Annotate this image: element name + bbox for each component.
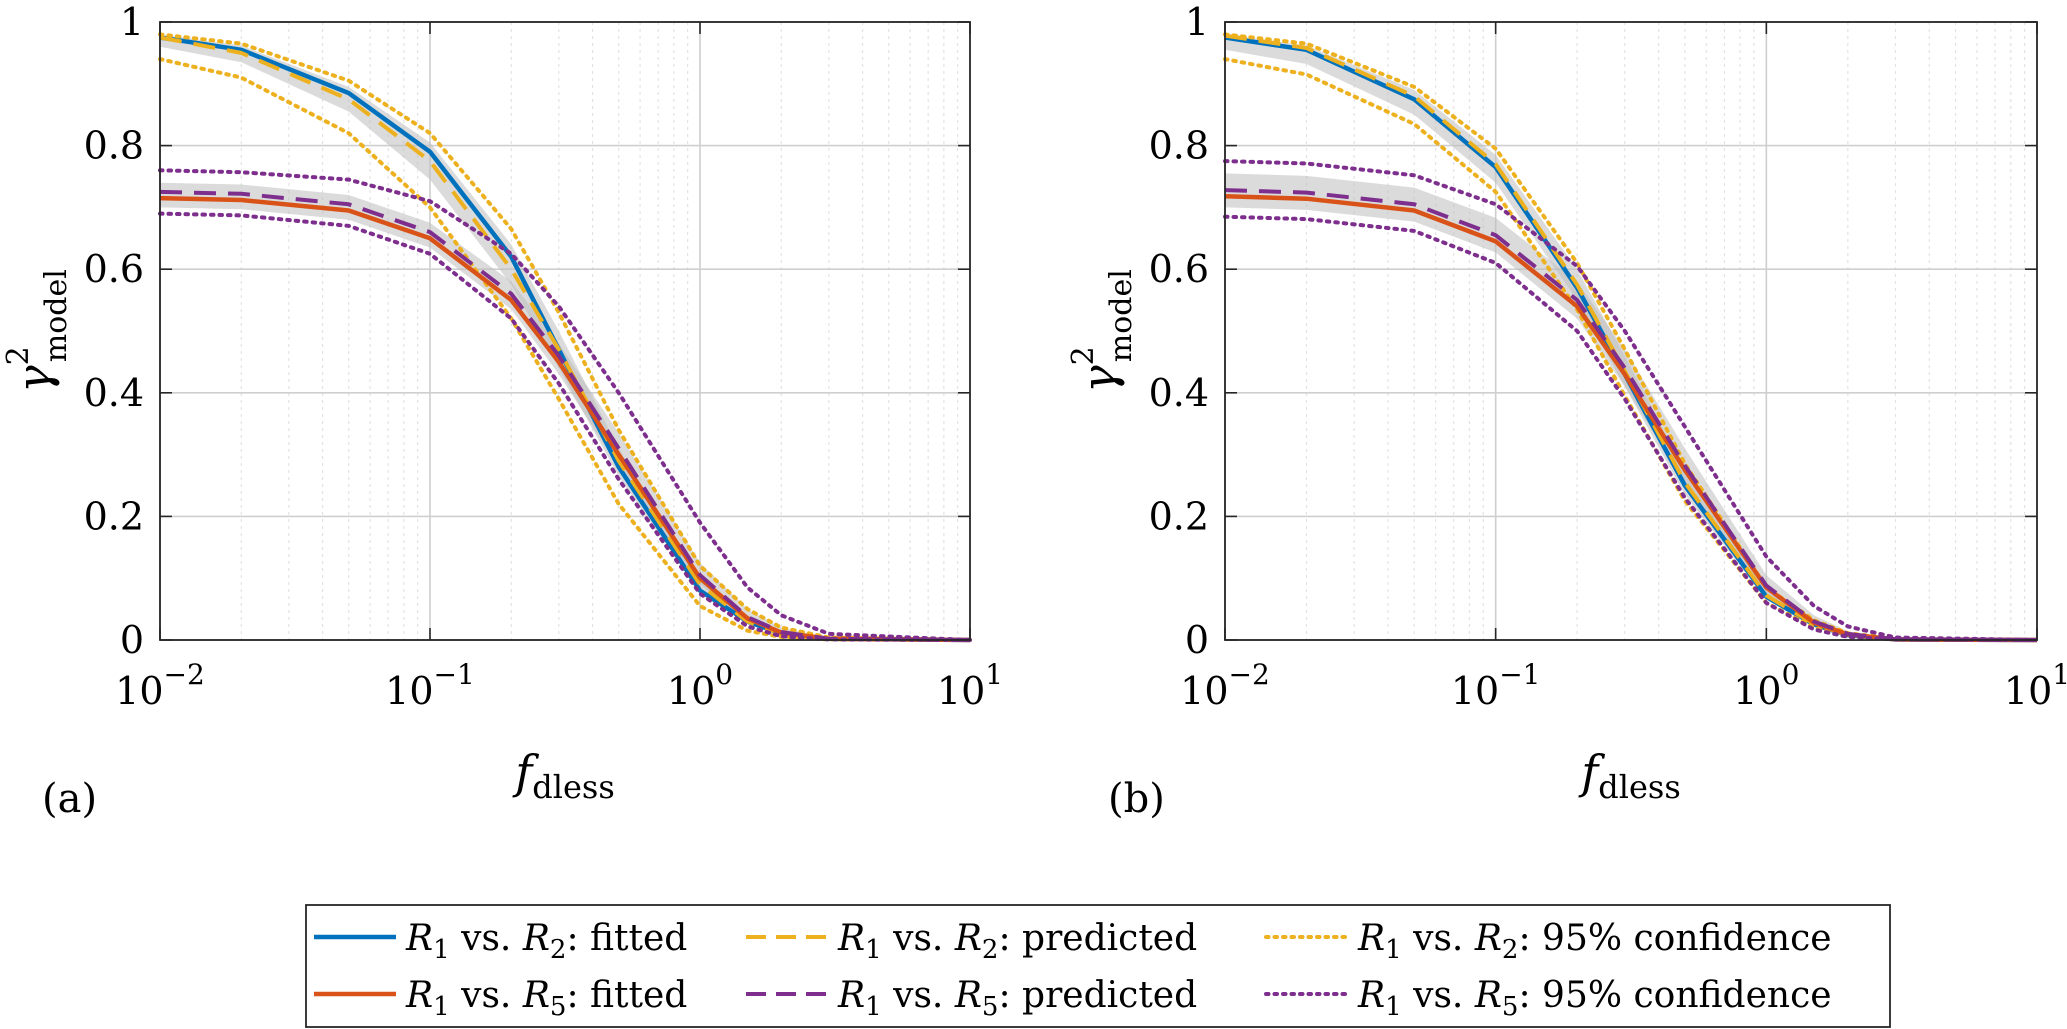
y-tick-label: 1 [1185,0,1209,44]
legend-label: R1 vs. R2: fitted [405,918,687,965]
y-tick-label: 0.8 [1149,124,1209,168]
legend-item: R1 vs. R5: predicted [746,975,1197,1022]
x-tick-label: 10−2 [1180,658,1270,713]
grid [1224,21,2037,641]
x-tick-label: 101 [937,658,1003,713]
y-tick-label: 0.2 [1149,494,1209,538]
series-line [158,32,972,642]
y-tick-label: 0 [120,618,144,662]
series-line [158,168,972,642]
x-tick-label: 100 [667,658,733,713]
x-tick-label: 10−2 [115,658,205,713]
series-line [159,189,971,642]
confidence-band [160,34,970,640]
x-tick-label: 101 [2004,658,2067,713]
series-line [1223,159,2039,642]
x-axis-label: fdless [512,745,615,806]
y-axis-label: γ2 model [1,269,74,393]
axes-box [1224,21,2038,641]
legend-box [305,904,1891,1028]
legend: R1 vs. R2: fitted R1 vs. R2: predicted R1 … [305,904,1891,1028]
legend-label: R1 vs. R5: fitted [405,975,687,1022]
series-line [159,35,971,643]
series-lines [158,32,972,643]
axes-box [159,21,971,641]
panel-label: (b) [1108,776,1165,822]
panel-label: (a) [42,776,97,822]
y-tick-label: 1 [120,0,144,44]
y-tick-label: 0.4 [84,371,144,415]
series-line [1224,194,2038,643]
legend-label: R1 vs. R2: 95% confidence [1357,918,1832,965]
y-tick-label: 0.4 [1149,371,1209,415]
plot-panel-b: 10−2 10−1 100 101 0 0.2 0.4 0.6 0.8 1 fdless γ2 mode… [1066,0,2067,822]
plot-panel-a: 10−2 10−1 100 101 0 0.2 0.4 0.6 0.8 1 fdless γ2 mode… [1,0,1003,822]
series-line [159,195,971,643]
legend-item: R1 vs. R2: 95% confidence [1264,918,1832,965]
legend-label: R1 vs. R5: predicted [837,975,1197,1022]
series-line [1224,188,2038,642]
legend-item: R1 vs. R5: fitted [314,975,687,1022]
series-line [159,35,971,642]
y-tick-label: 0.6 [1149,247,1209,291]
series-line [1224,33,2038,642]
legend-label: R1 vs. R5: 95% confidence [1357,975,1832,1022]
legend-item: R1 vs. R5: 95% confidence [1264,975,1832,1022]
confidence-bands [160,34,970,640]
y-tick-label: 0.8 [84,124,144,168]
legend-label: R1 vs. R2: predicted [837,918,1197,965]
grid [159,21,970,641]
x-tick-label: 10−1 [385,658,475,713]
x-axis-label: fdless [1578,745,1681,806]
y-tick-label: 0.6 [84,247,144,291]
x-tick-label: 100 [1733,658,1799,713]
series-line [158,57,972,642]
series-lines [1223,32,2039,643]
x-tick-label: 10−1 [1451,658,1541,713]
y-tick-label: 0.2 [84,494,144,538]
series-line [1223,214,2039,642]
legend-item: R1 vs. R2: fitted [314,918,687,965]
series-line [158,211,972,642]
y-tick-label: 0 [1185,618,1209,662]
legend-item: R1 vs. R2: predicted [746,918,1197,965]
series-line [1223,57,2039,642]
y-axis-label: γ2 model [1066,269,1139,393]
